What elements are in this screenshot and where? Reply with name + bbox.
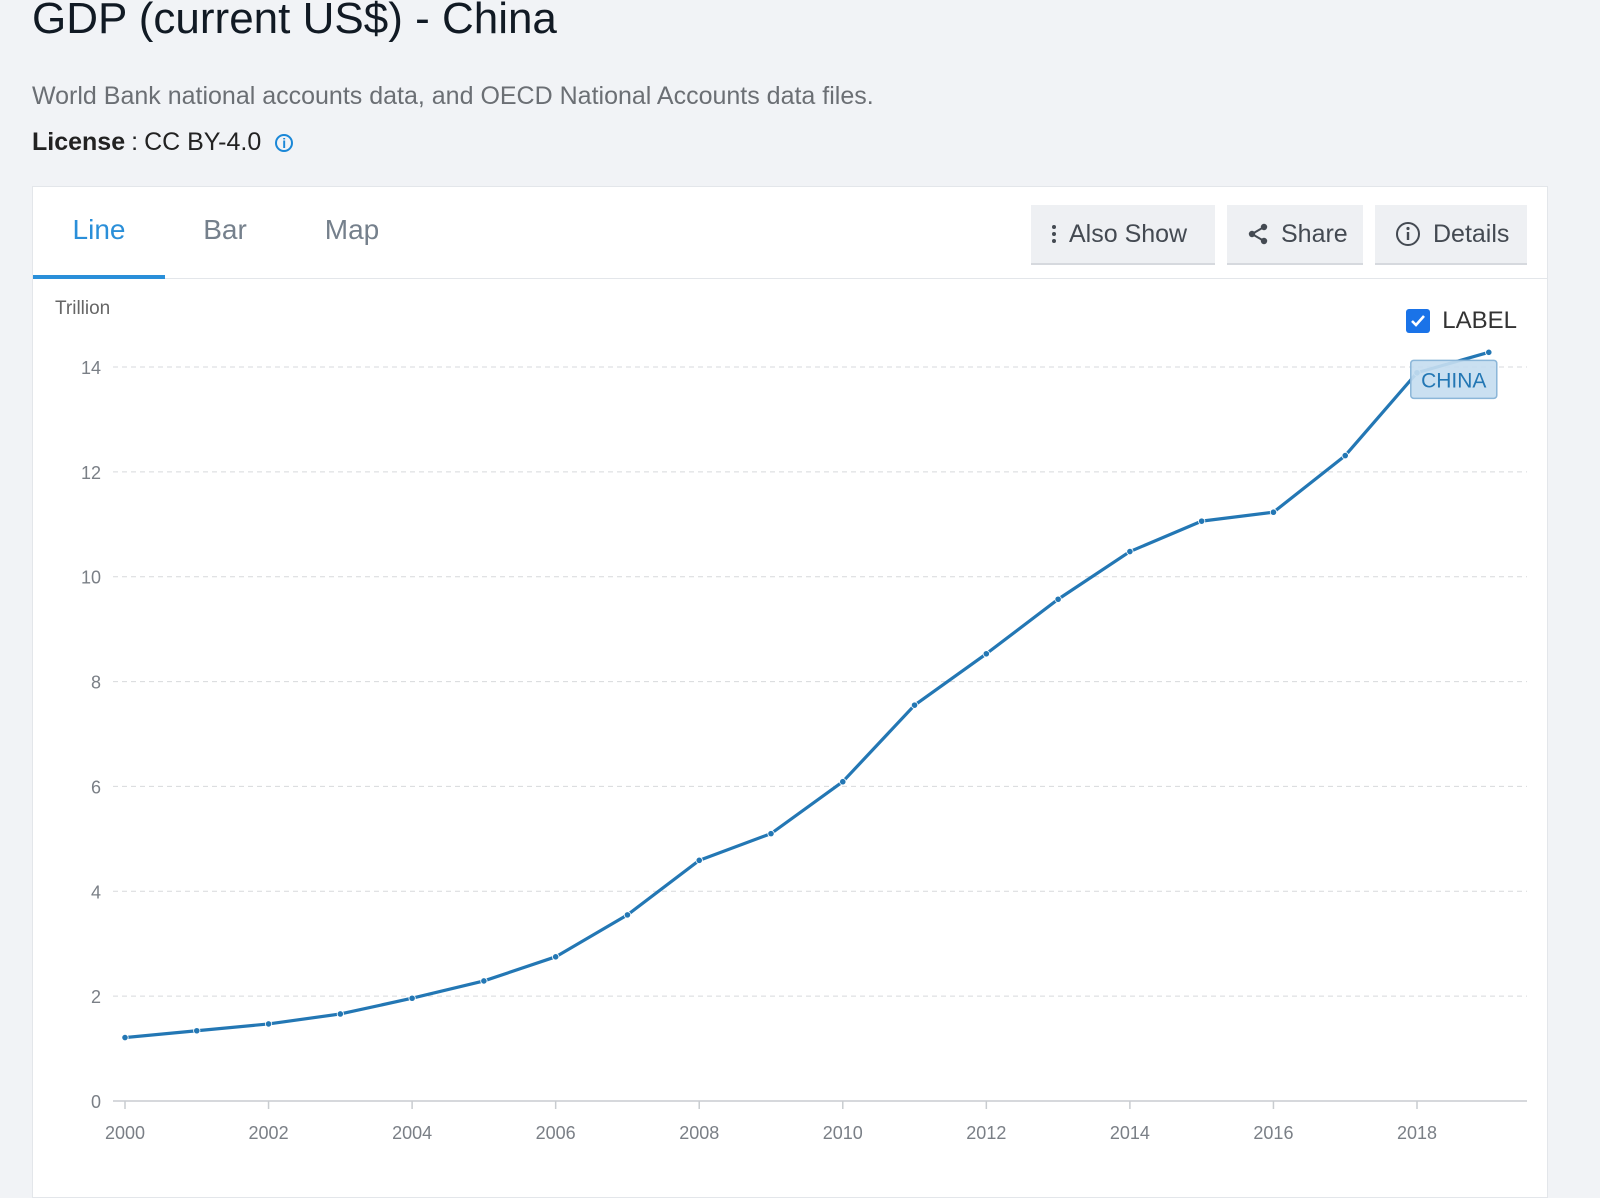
also-show-button[interactable]: Also Show [1031,205,1215,263]
info-circle-icon [1396,222,1420,246]
x-tick-label: 2018 [1397,1123,1437,1143]
y-tick-label: 2 [91,987,101,1007]
data-point-2011 [910,701,919,709]
data-point-2003 [336,1010,344,1018]
tab-bar-chart[interactable]: Bar [203,214,247,245]
info-icon[interactable]: i [275,133,294,152]
tab-line[interactable]: Line [33,187,165,279]
data-point-2005 [480,977,488,985]
x-tick-label: 2016 [1253,1123,1293,1143]
license-separator: : [131,128,139,156]
data-point-2007 [623,911,632,919]
data-point-2015 [1198,517,1206,525]
y-tick-label: 8 [91,673,101,693]
data-point-2012 [982,650,990,658]
data-point-2004 [408,994,416,1002]
data-point-2013 [1054,595,1062,603]
share-icon [1248,223,1268,245]
tab-map[interactable]: Map [324,214,380,245]
data-point-2019 [1485,348,1493,356]
data-point-2016 [1269,508,1278,516]
more-vertical-icon [1052,225,1056,243]
details-button[interactable]: Details [1375,205,1527,263]
y-tick-label: 4 [91,882,101,902]
data-point-2006 [552,953,560,961]
y-tick-label: 0 [91,1092,101,1112]
checkmark-icon [1411,315,1426,327]
y-tick-label: 6 [91,777,101,797]
y-tick-label: 12 [81,463,101,483]
x-tick-label: 2002 [249,1123,289,1143]
details-label: Details [1433,219,1510,248]
series-label-box [1410,359,1498,400]
line-chart: Trillion 0 2 4 6 8 10 12 14 2000 2002 2004 2006 2008 2… [55,298,1527,1143]
data-point-2002 [264,1020,273,1028]
chart-card: Line Bar Map Also Show Share Details [32,186,1548,1198]
data-point-2014 [1126,547,1134,556]
license-label: License [32,128,126,156]
tab-bar: Line Bar Map Also Show Share Details [33,187,1547,279]
share-button[interactable]: Share [1227,205,1363,263]
data-point-2010 [839,778,847,786]
x-tick-label: 2008 [679,1123,719,1143]
page-title: GDP (current US$) - China [32,0,557,43]
y-tick-label: 10 [81,568,101,588]
x-tick-label: 2012 [966,1123,1006,1143]
y-axis-label: Trillion [55,298,110,319]
label-checkbox[interactable] [1406,309,1431,333]
series-label: CHINA [1421,369,1486,392]
data-point-2000 [121,1033,129,1042]
license-value: CC BY-4.0 [144,128,262,156]
data-point-2017 [1341,452,1349,460]
license-line: License : CC BY-4.0 i [32,128,294,157]
label-toggle[interactable]: LABEL [1406,307,1517,335]
y-tick-label: 14 [81,358,101,378]
data-point-2008 [695,856,703,864]
x-tick-label: 2000 [105,1123,145,1143]
also-show-label: Also Show [1069,219,1188,248]
x-tick-label: 2014 [1110,1123,1150,1143]
x-tick-label: 2010 [823,1123,863,1143]
label-toggle-text: LABEL [1442,307,1517,334]
x-tick-label: 2006 [536,1123,576,1143]
series-line-china [124,350,1490,1040]
source-text: World Bank national accounts data, and O… [32,82,874,110]
x-tick-label: 2004 [392,1123,432,1143]
data-point-2009 [767,830,775,838]
data-point-2001 [193,1027,201,1035]
share-label: Share [1281,219,1348,248]
